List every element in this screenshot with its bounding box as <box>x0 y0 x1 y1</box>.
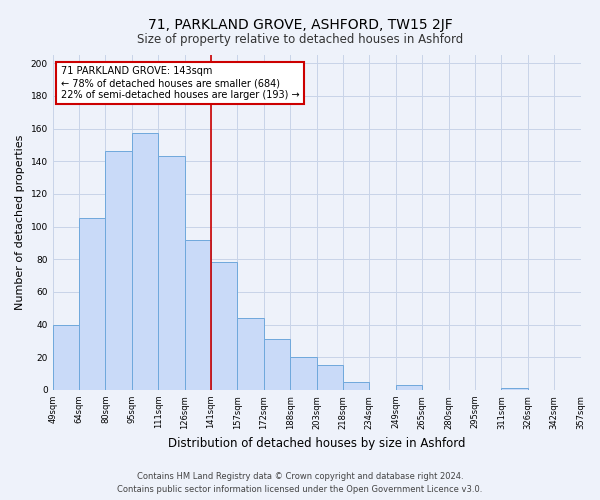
Bar <box>502 388 528 390</box>
Bar <box>158 156 185 390</box>
Bar <box>290 358 317 390</box>
Bar <box>79 218 106 390</box>
Bar <box>317 366 343 390</box>
Y-axis label: Number of detached properties: Number of detached properties <box>15 135 25 310</box>
Bar <box>106 152 132 390</box>
Text: 71, PARKLAND GROVE, ASHFORD, TW15 2JF: 71, PARKLAND GROVE, ASHFORD, TW15 2JF <box>148 18 452 32</box>
Text: 71 PARKLAND GROVE: 143sqm
← 78% of detached houses are smaller (684)
22% of semi: 71 PARKLAND GROVE: 143sqm ← 78% of detac… <box>61 66 299 100</box>
Bar <box>396 385 422 390</box>
Text: Contains HM Land Registry data © Crown copyright and database right 2024.
Contai: Contains HM Land Registry data © Crown c… <box>118 472 482 494</box>
Bar <box>53 324 79 390</box>
Bar <box>264 340 290 390</box>
Bar <box>185 240 211 390</box>
Bar <box>343 382 370 390</box>
X-axis label: Distribution of detached houses by size in Ashford: Distribution of detached houses by size … <box>168 437 466 450</box>
Bar <box>211 262 238 390</box>
Bar <box>132 134 158 390</box>
Text: Size of property relative to detached houses in Ashford: Size of property relative to detached ho… <box>137 32 463 46</box>
Bar <box>238 318 264 390</box>
